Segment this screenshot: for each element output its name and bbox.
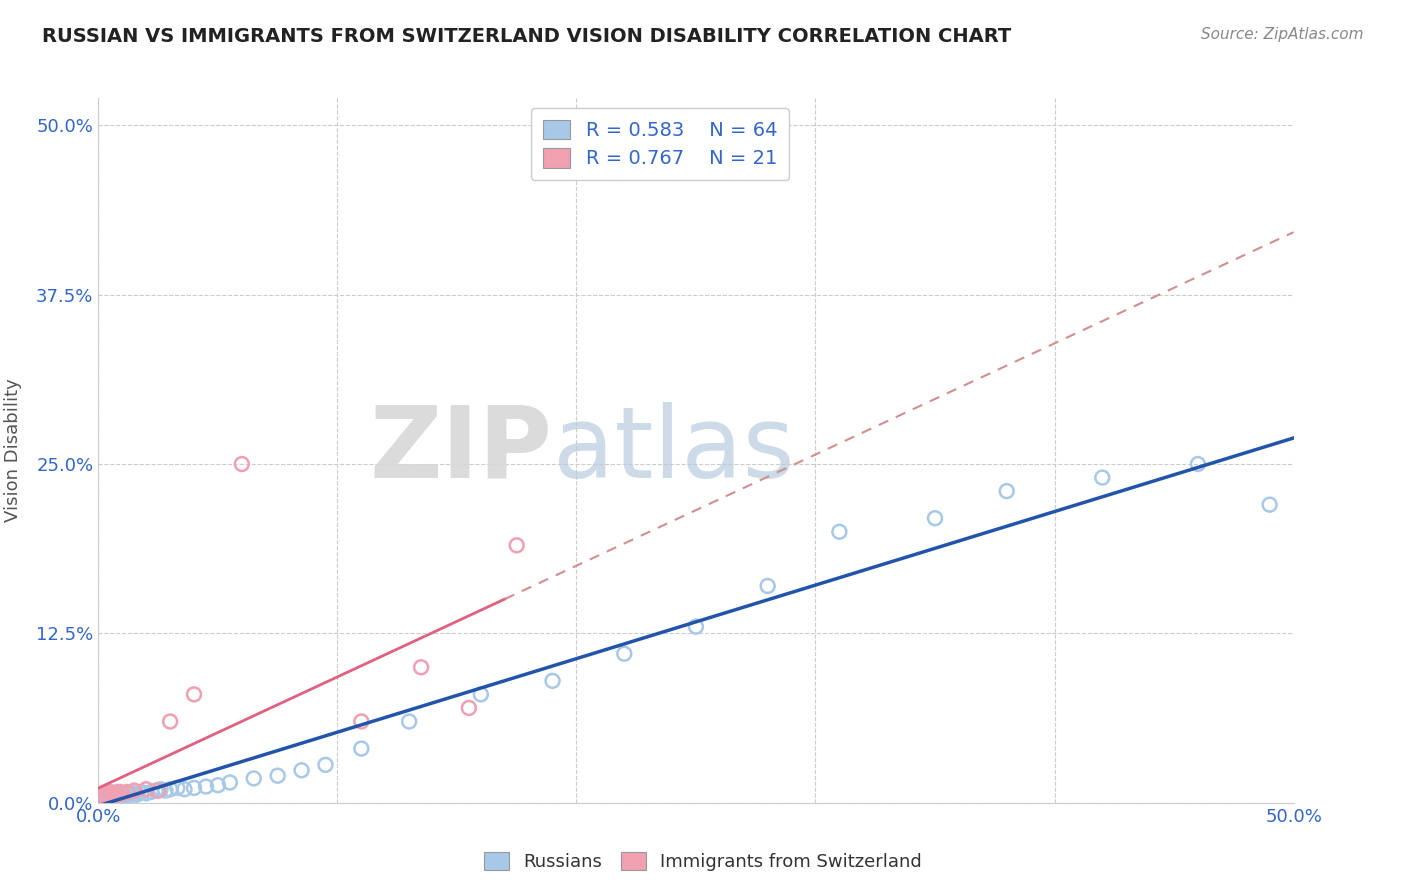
Point <box>685 619 707 633</box>
Point <box>111 786 134 800</box>
Point <box>91 791 114 805</box>
Point <box>155 783 177 797</box>
Point <box>1258 498 1281 512</box>
Point <box>131 785 153 799</box>
Point <box>506 538 529 552</box>
Point <box>97 789 120 803</box>
Point <box>243 772 266 786</box>
Point <box>756 579 779 593</box>
Legend: R = 0.583    N = 64, R = 0.767    N = 21: R = 0.583 N = 64, R = 0.767 N = 21 <box>531 108 789 180</box>
Point <box>219 775 242 789</box>
Point <box>91 789 114 803</box>
Point <box>107 785 129 799</box>
Point <box>118 786 141 800</box>
Point <box>149 782 172 797</box>
Point <box>121 788 143 802</box>
Point <box>1091 470 1114 484</box>
Point <box>458 701 481 715</box>
Point <box>195 780 218 794</box>
Point <box>101 789 124 803</box>
Point <box>124 786 146 800</box>
Point <box>924 511 946 525</box>
Y-axis label: Vision Disability: Vision Disability <box>4 378 22 523</box>
Point <box>159 782 181 797</box>
Point <box>470 687 492 701</box>
Point <box>104 786 127 800</box>
Point <box>94 788 117 802</box>
Point <box>90 790 112 805</box>
Text: ZIP: ZIP <box>370 402 553 499</box>
Point <box>139 785 162 799</box>
Point <box>166 780 188 795</box>
Point <box>98 785 122 799</box>
Text: Source: ZipAtlas.com: Source: ZipAtlas.com <box>1201 27 1364 42</box>
Point <box>90 789 112 803</box>
Point <box>411 660 433 674</box>
Point <box>90 788 112 802</box>
Point <box>91 789 114 803</box>
Point <box>148 783 170 797</box>
Point <box>94 786 117 800</box>
Point <box>115 785 138 799</box>
Point <box>104 788 127 802</box>
Point <box>613 647 636 661</box>
Point <box>995 484 1018 499</box>
Point <box>828 524 851 539</box>
Point <box>291 764 314 778</box>
Point <box>108 785 131 799</box>
Point <box>135 786 157 800</box>
Point <box>104 791 127 805</box>
Point <box>97 786 120 800</box>
Point <box>107 788 129 802</box>
Point <box>111 790 134 805</box>
Point <box>94 791 117 805</box>
Point <box>315 757 337 772</box>
Point <box>97 788 120 802</box>
Point <box>108 789 131 803</box>
Point <box>111 786 134 800</box>
Point <box>101 786 124 800</box>
Point <box>115 789 138 803</box>
Point <box>173 782 195 797</box>
Point <box>125 788 148 802</box>
Point <box>231 457 253 471</box>
Point <box>98 791 122 805</box>
Point <box>145 783 167 797</box>
Point <box>104 786 127 800</box>
Point <box>183 780 205 795</box>
Point <box>108 786 131 800</box>
Point <box>98 786 122 800</box>
Point <box>135 782 157 797</box>
Point <box>98 789 122 803</box>
Point <box>94 786 117 800</box>
Point <box>350 714 373 729</box>
Point <box>541 673 564 688</box>
Point <box>101 789 124 803</box>
Point <box>114 788 136 802</box>
Text: RUSSIAN VS IMMIGRANTS FROM SWITZERLAND VISION DISABILITY CORRELATION CHART: RUSSIAN VS IMMIGRANTS FROM SWITZERLAND V… <box>42 27 1011 45</box>
Point <box>97 790 120 805</box>
Point <box>1187 457 1209 471</box>
Point <box>91 788 114 802</box>
Point <box>107 788 129 802</box>
Point <box>267 769 290 783</box>
Point <box>398 714 420 729</box>
Point <box>350 741 373 756</box>
Point <box>94 790 117 805</box>
Legend: Russians, Immigrants from Switzerland: Russians, Immigrants from Switzerland <box>477 845 929 879</box>
Point <box>159 714 181 729</box>
Point <box>183 687 205 701</box>
Point <box>207 778 229 792</box>
Point <box>124 783 146 797</box>
Text: atlas: atlas <box>553 402 794 499</box>
Point <box>107 790 129 805</box>
Point <box>101 790 124 805</box>
